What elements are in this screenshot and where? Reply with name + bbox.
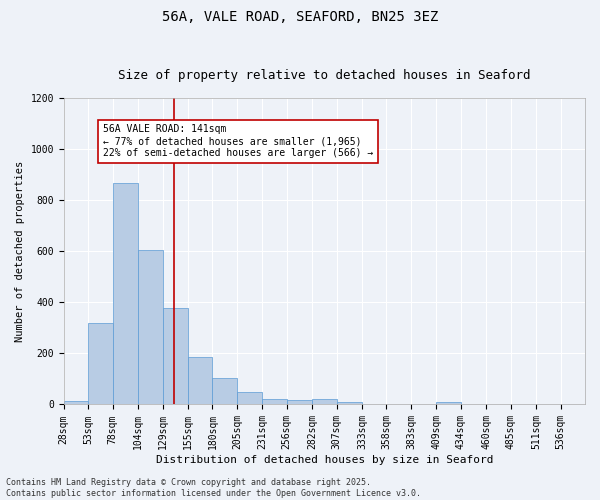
X-axis label: Distribution of detached houses by size in Seaford: Distribution of detached houses by size …: [155, 455, 493, 465]
Bar: [88, 323, 113, 404]
Text: Contains HM Land Registry data © Crown copyright and database right 2025.
Contai: Contains HM Land Registry data © Crown c…: [6, 478, 421, 498]
Text: 56A VALE ROAD: 141sqm
← 77% of detached houses are smaller (1,965)
22% of semi-d: 56A VALE ROAD: 141sqm ← 77% of detached …: [103, 124, 373, 158]
Bar: [312, 400, 337, 404]
Bar: [113, 182, 138, 404]
Bar: [188, 358, 212, 405]
Title: Size of property relative to detached houses in Seaford: Size of property relative to detached ho…: [118, 69, 530, 82]
Bar: [64, 400, 88, 404]
Text: 56A, VALE ROAD, SEAFORD, BN25 3EZ: 56A, VALE ROAD, SEAFORD, BN25 3EZ: [162, 10, 438, 24]
Bar: [337, 402, 362, 404]
Bar: [436, 402, 461, 404]
Y-axis label: Number of detached properties: Number of detached properties: [15, 161, 25, 342]
Bar: [138, 250, 163, 404]
Bar: [163, 308, 188, 404]
Bar: [237, 392, 262, 404]
Bar: [262, 400, 287, 404]
Bar: [287, 400, 312, 404]
Bar: [212, 378, 237, 404]
